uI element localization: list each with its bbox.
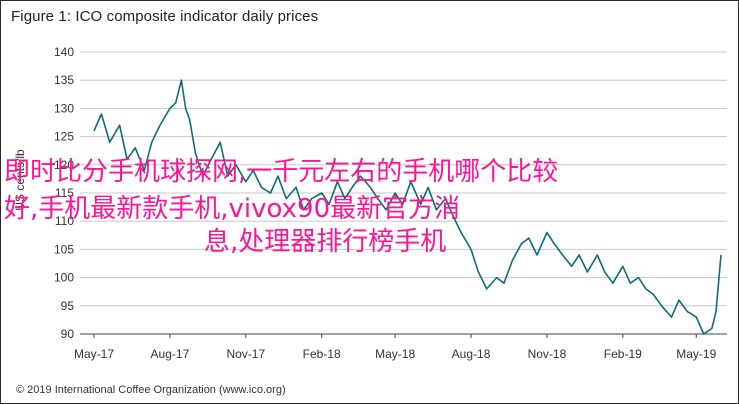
y-tick-label: 110 xyxy=(55,214,74,228)
y-tick-label: 95 xyxy=(61,299,75,313)
x-tick-label: Nov-18 xyxy=(528,347,567,361)
x-tick-label: Feb-18 xyxy=(303,347,341,361)
y-tick-label: 90 xyxy=(61,327,75,341)
x-tick-label: May-18 xyxy=(375,347,415,361)
y-tick-label: 100 xyxy=(54,271,74,285)
y-tick-label: 120 xyxy=(54,158,74,172)
x-tick-label: Aug-17 xyxy=(151,347,190,361)
series-group xyxy=(93,79,722,335)
x-tick-label: May-19 xyxy=(676,347,716,361)
y-tick-label: 130 xyxy=(54,101,74,115)
x-axis: May-17 Aug-17 Nov-17 Feb-18 May-18 Aug-18 Nov-… xyxy=(74,333,727,361)
y-tick-label: 135 xyxy=(54,73,74,87)
y-tick-label: 125 xyxy=(54,130,74,144)
chart-title: Figure 1: ICO composite indicator daily … xyxy=(11,8,319,25)
x-tick-label: Aug-18 xyxy=(452,347,491,361)
y-tick-label: 115 xyxy=(55,186,74,200)
x-tick-label: Nov-17 xyxy=(226,347,265,361)
x-tick-label: Feb-19 xyxy=(604,347,642,361)
y-tick-label: 140 xyxy=(54,45,74,59)
copyright-footer: © 2019 International Coffee Organization… xyxy=(16,384,286,396)
grid xyxy=(80,51,727,335)
series-line xyxy=(93,79,722,335)
y-axis-label: US cents/lb xyxy=(13,149,27,211)
y-tick-label: 105 xyxy=(54,242,74,256)
y-axis: 90 95 100 105 110 115 120 125 130 135 140 xyxy=(54,45,74,341)
x-tick-label: May-17 xyxy=(74,347,114,361)
